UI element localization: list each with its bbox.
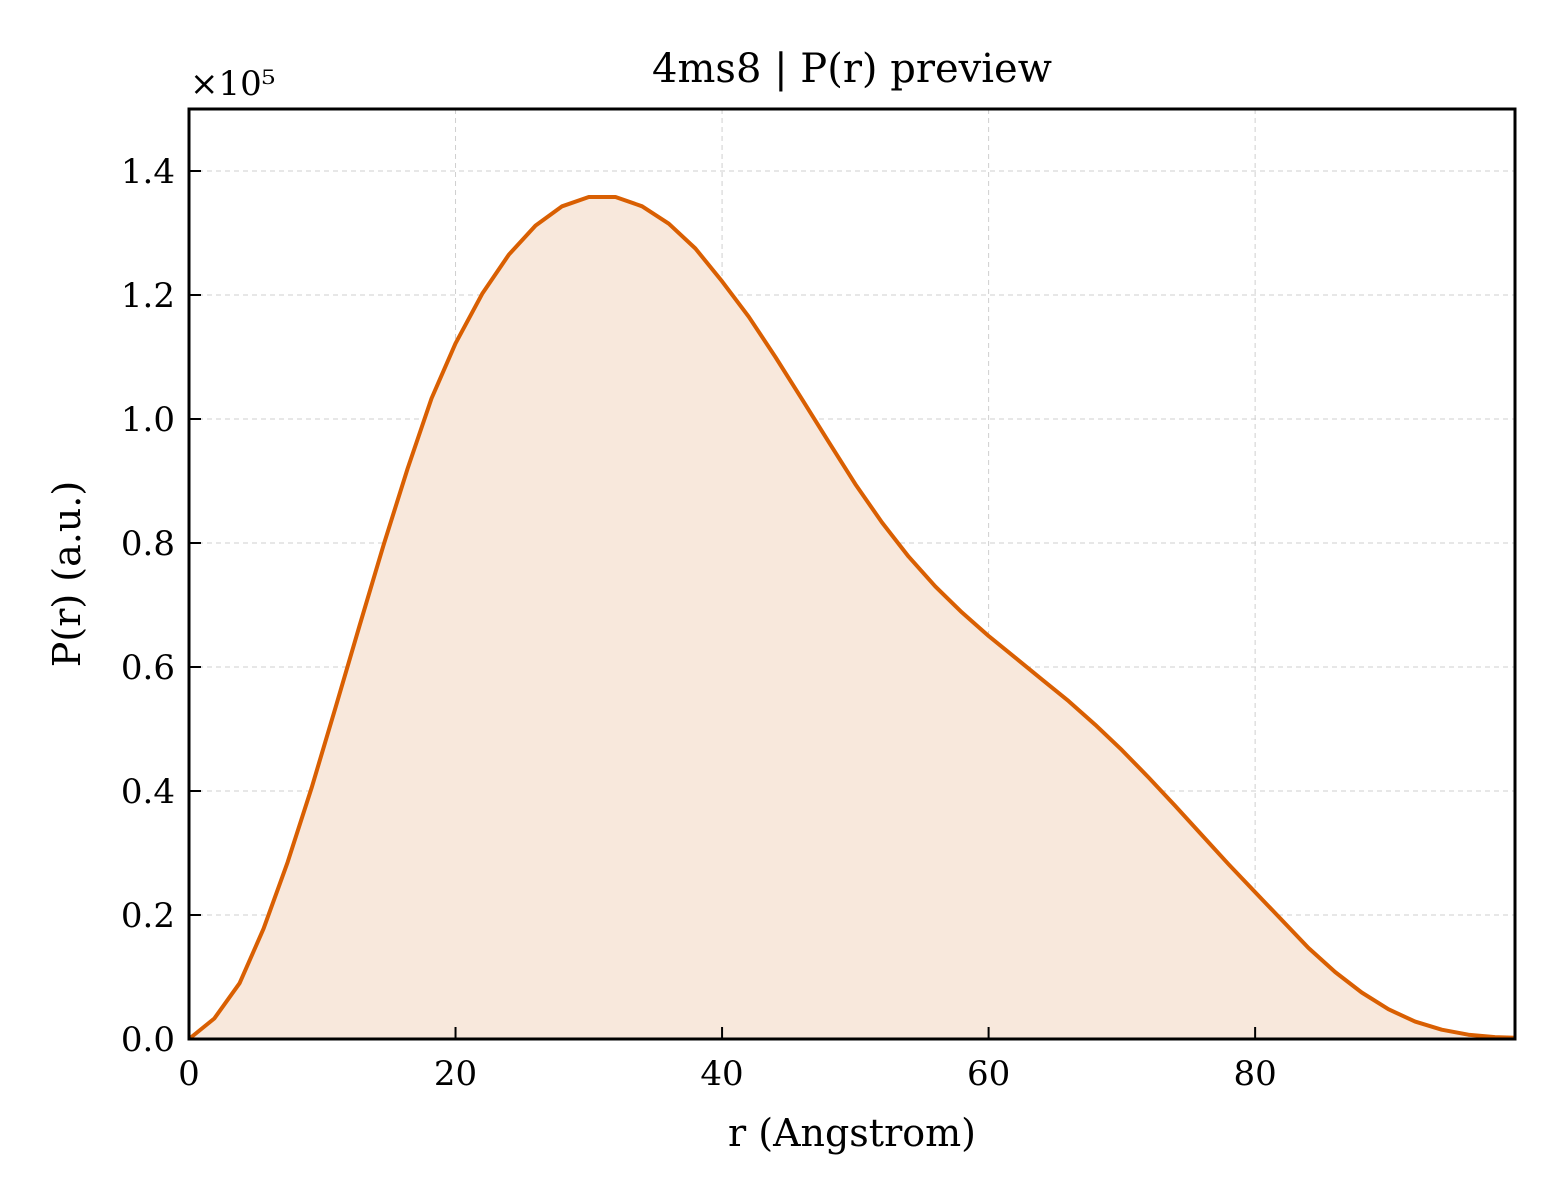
x-tick-label: 40 [700,1054,743,1094]
y-tick-label: 0.0 [121,1020,175,1060]
pr-curve-line [187,195,1516,1041]
y-axis-label: P(r) (a.u.) [45,481,89,667]
y-multiplier-label: ×10⁵ [190,64,275,104]
y-tick-label: 1.2 [121,276,175,316]
y-tick-label: 0.4 [121,772,175,812]
chart-title: 4ms8 | P(r) preview [652,46,1052,92]
y-tick-label: 0.2 [121,896,175,936]
x-tick-label: 0 [178,1054,200,1094]
x-tick-label: 20 [434,1054,477,1094]
y-tick-label: 1.0 [121,400,175,440]
y-tick-label: 1.4 [121,152,175,192]
plot-frame [187,107,1517,1041]
x-axis-label: r (Angstrom) [728,1111,976,1155]
x-tick-label: 60 [967,1054,1010,1094]
tick-labels: 0 20 40 60 80 0.0 0.2 0.4 0.6 0.8 1.0 1.2 1.4 [121,152,1277,1094]
ticks [188,170,1257,1040]
y-tick-label: 0.6 [121,648,175,688]
y-tick-label: 0.8 [121,524,175,564]
pr-area-fill [189,197,1515,1039]
x-tick-label: 80 [1233,1054,1276,1094]
